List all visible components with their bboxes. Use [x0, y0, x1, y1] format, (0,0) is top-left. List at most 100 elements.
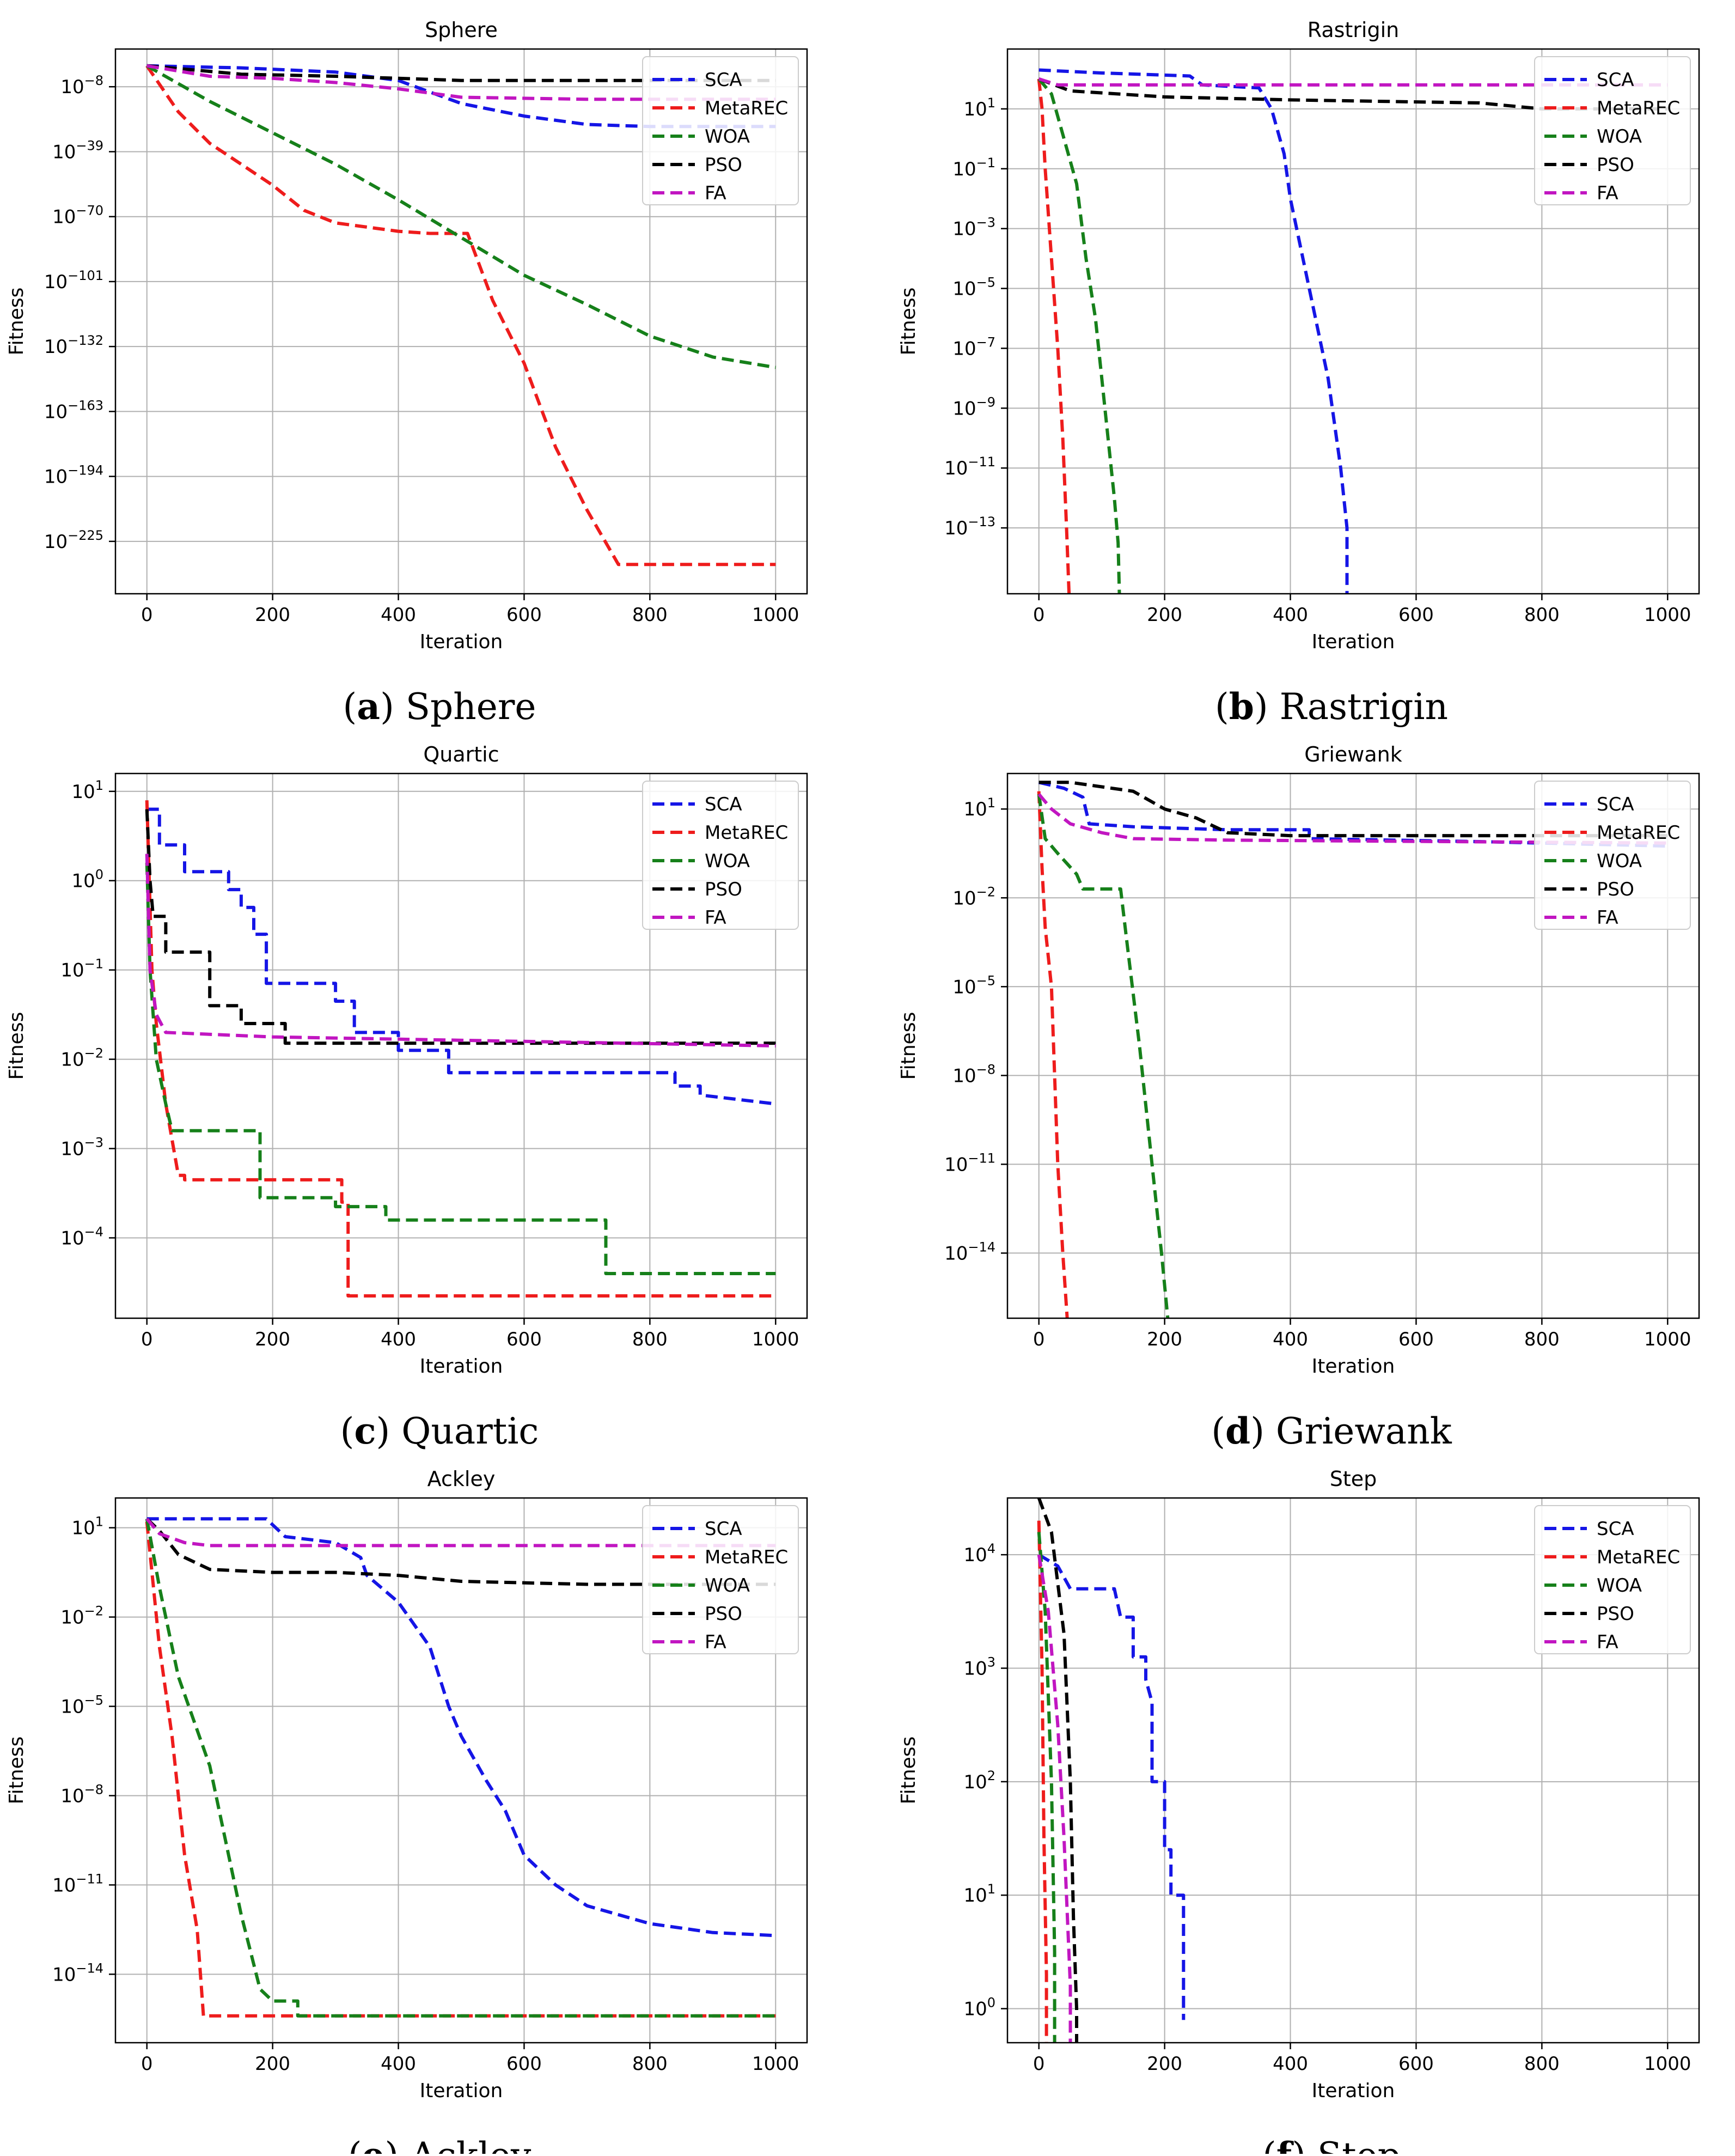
- x-tick-label: 0: [141, 2053, 153, 2075]
- x-tick-label: 200: [255, 1329, 290, 1350]
- x-tick-label: 200: [255, 2053, 290, 2075]
- y-tick-label: 10−8: [952, 1062, 995, 1087]
- x-tick-label: 600: [1398, 1329, 1434, 1350]
- legend-label-pso: PSO: [1597, 154, 1634, 176]
- y-tick-label: 10−3: [952, 215, 995, 240]
- x-axis-label: Iteration: [1312, 1355, 1395, 1378]
- x-tick-label: 800: [632, 1329, 668, 1350]
- y-tick-label: 10−70: [52, 203, 103, 228]
- y-tick-label: 10−4: [60, 1224, 103, 1249]
- x-tick-label: 600: [506, 1329, 542, 1350]
- plot-frame: [114, 48, 808, 595]
- y-tick-label: 100: [71, 867, 103, 892]
- series-line-woa: [1037, 1532, 1056, 2043]
- series-line-fa: [145, 1518, 776, 1548]
- y-axis-label: Fitness: [5, 1012, 28, 1080]
- y-tick-label: 10−39: [52, 138, 103, 163]
- legend-label-pso: PSO: [1597, 1603, 1634, 1625]
- y-tick-label: 10−11: [944, 1150, 995, 1176]
- panel-caption: (b) Rastrigin: [1215, 685, 1448, 728]
- legend-label-fa: FA: [1597, 1631, 1618, 1653]
- y-tick-label: 100: [963, 1995, 995, 2020]
- chart-title: Rastrigin: [1308, 18, 1400, 42]
- series-line-woa: [1037, 794, 1170, 1318]
- x-tick-label: 400: [381, 2053, 416, 2075]
- series-line-pso: [1038, 781, 1668, 838]
- y-tick-label: 10−11: [52, 1871, 103, 1896]
- legend-box: [642, 1505, 799, 1654]
- y-tick-label: 10−163: [44, 398, 103, 423]
- series-group: [145, 1517, 776, 2018]
- chart-panel-ackley: Ackley 0 200 400 600 800 1000 101 10−2 10−5 10−8 10…: [5, 1467, 808, 2156]
- legend-label-woa: WOA: [705, 1575, 750, 1597]
- y-axis-label: Fitness: [897, 288, 920, 356]
- series-line-pso: [1037, 1498, 1078, 2043]
- x-tick-label: 600: [506, 604, 542, 626]
- legend-label-metarec: MetaREC: [1597, 98, 1680, 119]
- x-tick-label: 1000: [752, 604, 799, 626]
- legend-label-woa: WOA: [705, 126, 750, 148]
- series-line-metarec: [1037, 1520, 1048, 2043]
- panel-caption: (c) Quartic: [340, 1410, 539, 1452]
- x-tick-label: 400: [1273, 1329, 1308, 1350]
- y-tick-label: 10−8: [60, 73, 103, 98]
- legend-label-fa: FA: [1597, 182, 1618, 204]
- x-tick-label: 200: [1147, 2053, 1182, 2075]
- panel-caption: (f) Step: [1262, 2134, 1401, 2154]
- chart-panel-rastrigin: Rastrigin 0 200 400 600 800 1000 101 10−1 10−3 10−…: [897, 18, 1700, 728]
- series-line-fa: [1037, 1554, 1072, 2043]
- legend-label-woa: WOA: [1597, 126, 1642, 148]
- x-axis-label: Iteration: [420, 2080, 503, 2102]
- x-tick-label: 400: [381, 604, 416, 626]
- legend-label-sca: SCA: [1597, 794, 1634, 815]
- panel-caption: (e) Ackley: [348, 2134, 532, 2154]
- legend-label-sca: SCA: [705, 69, 742, 91]
- legend-box: [1534, 56, 1691, 205]
- legend-label-fa: FA: [1597, 907, 1618, 929]
- legend-box: [1534, 1505, 1691, 1654]
- series-line-metarec: [145, 65, 776, 567]
- legend-label-pso: PSO: [705, 879, 742, 900]
- legend-label-sca: SCA: [1597, 69, 1634, 91]
- x-tick-label: 400: [1273, 2053, 1308, 2075]
- y-tick-label: 101: [71, 778, 103, 803]
- chart-title: Ackley: [427, 1467, 496, 1491]
- legend-label-metarec: MetaREC: [705, 1546, 788, 1568]
- series-group: [145, 800, 776, 1298]
- x-tick-label: 800: [1524, 1329, 1560, 1350]
- x-tick-label: 0: [1033, 604, 1045, 626]
- y-tick-label: 10−3: [60, 1135, 103, 1160]
- series-line-pso: [145, 1518, 776, 1586]
- panel-caption: (a) Sphere: [343, 685, 536, 728]
- y-tick-label: 10−5: [952, 275, 995, 300]
- y-tick-label: 10−225: [44, 528, 103, 553]
- series-line-pso: [145, 809, 776, 1045]
- y-tick-label: 104: [963, 1541, 995, 1566]
- x-tick-label: 200: [1147, 1329, 1182, 1350]
- legend-label-metarec: MetaREC: [1597, 822, 1680, 844]
- x-tick-label: 1000: [1644, 2053, 1691, 2075]
- y-tick-label: 101: [963, 1881, 995, 1907]
- x-axis-label: Iteration: [420, 1355, 503, 1378]
- y-tick-label: 10−1: [60, 957, 103, 982]
- series-line-fa: [1038, 77, 1668, 87]
- series-line-fa: [146, 64, 776, 101]
- legend-box: [642, 781, 799, 930]
- y-tick-label: 10−11: [944, 454, 995, 479]
- legend-label-woa: WOA: [1597, 850, 1642, 872]
- x-tick-label: 0: [1033, 2053, 1045, 2075]
- chart-title: Step: [1330, 1467, 1377, 1491]
- y-tick-label: 10−2: [60, 1604, 103, 1629]
- plot-frame: [1006, 1497, 1700, 2044]
- x-tick-label: 600: [1398, 2053, 1434, 2075]
- x-tick-label: 800: [1524, 2053, 1560, 2075]
- chart-title: Quartic: [423, 742, 499, 766]
- legend-label-woa: WOA: [705, 850, 750, 872]
- x-tick-label: 400: [1273, 604, 1308, 626]
- legend-label-sca: SCA: [1597, 1518, 1634, 1540]
- y-tick-label: 101: [71, 1514, 103, 1539]
- y-tick-label: 10−132: [44, 333, 103, 358]
- panel-caption: (d) Griewank: [1211, 1410, 1452, 1452]
